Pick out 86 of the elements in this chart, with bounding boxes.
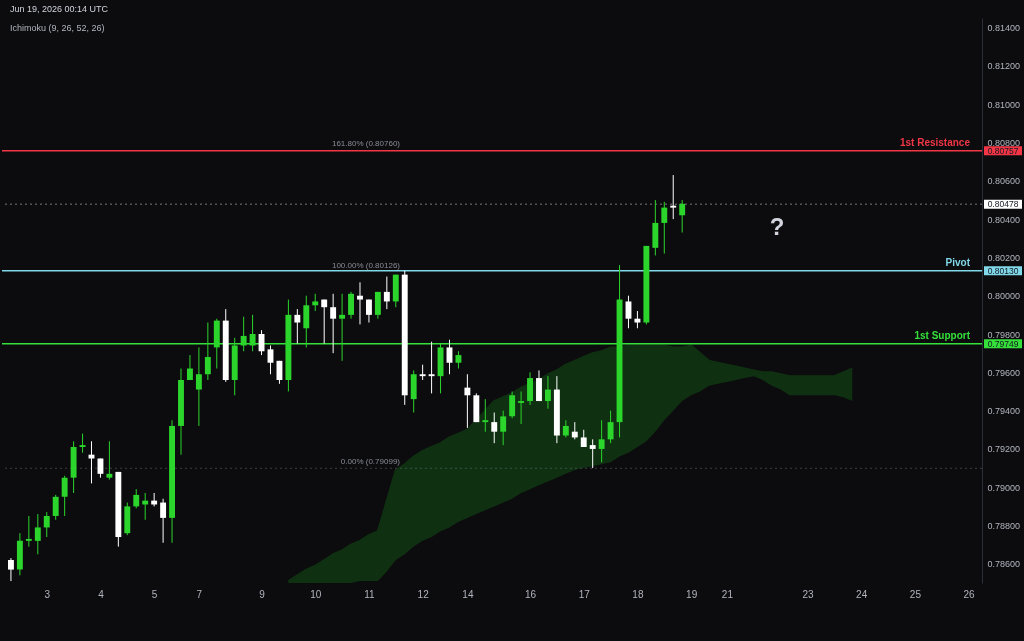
candlestick bbox=[509, 390, 516, 419]
candlestick bbox=[249, 314, 256, 352]
x-tick-label: 26 bbox=[963, 588, 976, 600]
annotation: 0.00% (0.79099) bbox=[340, 457, 401, 467]
candlestick bbox=[670, 174, 677, 220]
y-tick-label: 0.78800 bbox=[987, 521, 1021, 532]
x-tick-label: 3 bbox=[44, 588, 51, 600]
ref-line-label: 0.80130 bbox=[987, 265, 1019, 276]
x-tick-label: 10 bbox=[310, 588, 322, 600]
candlestick bbox=[464, 373, 471, 429]
x-tick-label: 7 bbox=[196, 588, 203, 600]
y-tick-label: 0.81200 bbox=[987, 61, 1021, 72]
candlestick bbox=[661, 201, 668, 255]
candlestick bbox=[160, 498, 167, 544]
x-tick-label: 17 bbox=[578, 588, 591, 600]
x-tick-label: 25 bbox=[909, 588, 922, 600]
annotation: ? bbox=[769, 213, 785, 240]
candlestick bbox=[482, 398, 489, 433]
x-tick-label: 14 bbox=[462, 588, 474, 600]
annotation: Pivot bbox=[945, 256, 971, 268]
candlestick bbox=[428, 341, 435, 394]
x-tick-label: 16 bbox=[524, 588, 537, 600]
candlestick bbox=[330, 293, 337, 354]
x-tick-label: 19 bbox=[686, 588, 698, 600]
candlestick bbox=[79, 433, 86, 454]
x-tick-label: 21 bbox=[721, 588, 734, 600]
y-tick-label: 0.79000 bbox=[987, 482, 1021, 493]
y-tick-label: 0.80800 bbox=[987, 137, 1021, 148]
candlestick bbox=[133, 488, 140, 509]
candlestick bbox=[25, 515, 32, 548]
text: Jun 19, 2026 00:14 UTC bbox=[10, 4, 109, 14]
candlestick bbox=[61, 475, 68, 517]
x-tick-label: 12 bbox=[417, 588, 430, 600]
candlestick bbox=[607, 410, 614, 444]
annotation: 100.00% (0.80126) bbox=[331, 260, 401, 270]
candlestick bbox=[106, 440, 113, 481]
y-tick-label: 0.80400 bbox=[987, 214, 1021, 225]
candlestick bbox=[544, 375, 551, 410]
candlestick bbox=[8, 557, 14, 582]
y-tick-label: 0.80000 bbox=[987, 291, 1021, 302]
ref-line-label: 0.80478 bbox=[987, 199, 1019, 210]
x-tick-label: 5 bbox=[151, 588, 158, 600]
annotation: Ichimoku (9, 26, 52, 26) bbox=[10, 23, 105, 33]
candlestick bbox=[383, 276, 390, 310]
candlestick bbox=[589, 438, 596, 469]
candlestick bbox=[527, 371, 533, 406]
candlestick bbox=[303, 295, 310, 348]
candlestick bbox=[321, 299, 328, 345]
candlestick bbox=[598, 419, 605, 463]
annotation: 1st Resistance bbox=[899, 136, 971, 148]
candlestick bbox=[518, 390, 525, 425]
candlestick bbox=[240, 316, 247, 352]
y-tick-label: 0.79200 bbox=[987, 444, 1021, 455]
annotation: 1st Support bbox=[914, 329, 971, 341]
candlestick bbox=[679, 199, 686, 234]
y-tick-label: 0.79800 bbox=[987, 329, 1021, 340]
x-tick-label: 9 bbox=[259, 588, 266, 600]
x-tick-label: 18 bbox=[632, 588, 644, 600]
y-tick-label: 0.79400 bbox=[987, 406, 1021, 417]
candlestick bbox=[186, 354, 193, 381]
y-tick-label: 0.78600 bbox=[987, 559, 1021, 570]
candlestick bbox=[204, 322, 211, 381]
y-tick-label: 0.80200 bbox=[987, 252, 1021, 263]
y-tick-label: 0.80600 bbox=[987, 176, 1021, 187]
candlestick bbox=[339, 293, 346, 362]
ref-line-label: 0.80757 bbox=[987, 145, 1019, 156]
candlestick bbox=[500, 410, 507, 446]
candlestick bbox=[52, 494, 59, 521]
candlestick bbox=[374, 291, 381, 320]
x-tick-label: 4 bbox=[98, 588, 105, 600]
x-tick-label: 24 bbox=[856, 588, 868, 600]
candlestick bbox=[294, 308, 301, 345]
y-tick-label: 0.81000 bbox=[987, 99, 1021, 110]
annotation: 161.80% (0.80760) bbox=[331, 139, 401, 149]
candlestick bbox=[491, 412, 498, 444]
x-tick-label: 11 bbox=[364, 588, 376, 600]
candlestick bbox=[43, 511, 50, 538]
y-tick-label: 0.79600 bbox=[987, 367, 1021, 378]
y-tick-label: 0.81400 bbox=[987, 23, 1021, 34]
candlestick bbox=[348, 291, 354, 320]
ref-line-label: 0.79749 bbox=[987, 338, 1019, 349]
candlestick bbox=[357, 281, 363, 325]
candlestick bbox=[536, 369, 542, 402]
candlestick bbox=[195, 346, 202, 427]
candlestick bbox=[34, 513, 41, 555]
x-tick-label: 23 bbox=[802, 588, 814, 600]
